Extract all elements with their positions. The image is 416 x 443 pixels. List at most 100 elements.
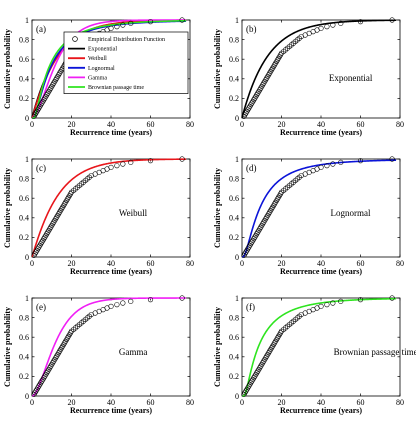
- y-tick-label: 0.4: [19, 353, 29, 362]
- panel-label: (a): [36, 24, 46, 34]
- empirical-point: [389, 17, 395, 23]
- empirical-point: [324, 302, 330, 308]
- empirical-point: [108, 303, 114, 309]
- y-tick-label: 0.4: [229, 353, 239, 362]
- legend-marker-empirical: [72, 36, 78, 42]
- x-axis-label: Recurrence time (years): [70, 128, 152, 137]
- plot-frame: [31, 297, 191, 397]
- x-axis-label: Recurrence time (years): [280, 406, 362, 415]
- x-tick-label: 80: [186, 398, 194, 407]
- y-tick-label: 1: [235, 294, 239, 303]
- chart-panel-f: 0 20 40 60 80 0 0.2 0.4 0.6 0.8 1 Recurrence time (…: [213, 294, 416, 415]
- series-line-bpt: [32, 19, 187, 119]
- y-tick-label: 0.2: [229, 372, 239, 381]
- series-line-exponential: [241, 19, 397, 119]
- y-tick-label: 0.4: [229, 214, 239, 223]
- x-tick-label: 40: [317, 259, 325, 268]
- empirical-point: [147, 19, 154, 25]
- y-tick-label: 0.2: [19, 372, 29, 381]
- panel-label: (e): [36, 302, 46, 312]
- x-tick-label: 40: [107, 120, 115, 129]
- empirical-point: [338, 20, 344, 26]
- chart-panel-b: 0 20 40 60 80 0 0.2 0.4 0.6 0.8 1 Recurrence time (…: [213, 16, 404, 137]
- x-tick-label: 60: [147, 120, 155, 129]
- empirical-point: [357, 19, 364, 25]
- panel-label: (d): [246, 163, 257, 173]
- empirical-point: [330, 22, 336, 28]
- empirical-point: [128, 159, 134, 165]
- empirical-point: [318, 164, 324, 170]
- y-axis-label: Cumulative probability: [213, 168, 222, 248]
- x-tick-label: 60: [357, 398, 365, 407]
- y-tick-label: 1: [25, 294, 29, 303]
- x-axis-label: Recurrence time (years): [280, 267, 362, 276]
- empirical-point: [324, 163, 330, 169]
- y-tick-label: 0.6: [229, 55, 239, 64]
- x-tick-label: 80: [396, 259, 404, 268]
- empirical-point: [114, 302, 120, 308]
- series-line-bpt: [242, 297, 397, 397]
- empirical-point: [120, 300, 126, 306]
- y-tick-label: 0.6: [19, 55, 29, 64]
- empirical-point: [120, 161, 126, 167]
- y-axis-label: Cumulative probability: [3, 29, 12, 109]
- y-tick-label: 0: [25, 392, 29, 401]
- series-line-gamma2: [31, 19, 187, 119]
- x-tick-label: 0: [30, 398, 34, 407]
- empirical-point: [330, 161, 336, 167]
- y-tick-label: 1: [25, 155, 29, 164]
- x-tick-label: 60: [147, 259, 155, 268]
- empirical-point: [147, 158, 154, 164]
- x-tick-label: 0: [240, 259, 244, 268]
- x-tick-label: 60: [147, 398, 155, 407]
- x-tick-label: 20: [278, 398, 286, 407]
- x-axis-label: Recurrence time (years): [70, 406, 152, 415]
- plot-frame: [31, 158, 191, 258]
- y-tick-label: 0.2: [229, 94, 239, 103]
- chart-panel-e: 0 20 40 60 80 0 0.2 0.4 0.6 0.8 1 Recurrence time (…: [3, 294, 194, 415]
- y-tick-label: 0.2: [19, 94, 29, 103]
- distribution-label: Exponential: [329, 73, 373, 83]
- x-axis-label: Recurrence time (years): [70, 267, 152, 276]
- y-tick-label: 0.2: [19, 233, 29, 242]
- y-tick-label: 0.6: [229, 333, 239, 342]
- panel-label: (b): [246, 24, 257, 34]
- legend-label-weibull: Weibull: [88, 56, 107, 62]
- x-tick-label: 0: [240, 120, 244, 129]
- empirical-point: [318, 25, 324, 31]
- panel-label: (c): [36, 163, 46, 173]
- y-tick-label: 1: [235, 155, 239, 164]
- y-tick-label: 0.4: [19, 214, 29, 223]
- y-axis-label: Cumulative probability: [213, 307, 222, 387]
- series-line-gamma2: [31, 297, 187, 397]
- y-tick-label: 0.4: [19, 75, 29, 84]
- empirical-point: [114, 24, 120, 30]
- y-tick-label: 0: [235, 114, 239, 123]
- x-tick-label: 80: [396, 398, 404, 407]
- y-axis-label: Cumulative probability: [213, 29, 222, 109]
- chart-panel-d: 0 20 40 60 80 0 0.2 0.4 0.6 0.8 1 Recurrence time (…: [213, 155, 404, 276]
- empirical-point: [338, 159, 344, 165]
- y-tick-label: 0.8: [19, 174, 29, 183]
- y-tick-label: 0.6: [229, 194, 239, 203]
- y-tick-label: 0.8: [229, 35, 239, 44]
- x-tick-label: 20: [68, 120, 76, 129]
- legend-label-bpt: Brownian passage time: [88, 85, 144, 91]
- empirical-point: [179, 156, 185, 162]
- empirical-point: [324, 24, 330, 30]
- x-tick-label: 20: [278, 259, 286, 268]
- y-axis-label: Cumulative probability: [3, 168, 12, 248]
- chart-panel-c: 0 20 40 60 80 0 0.2 0.4 0.6 0.8 1 Recurrence time (…: [3, 155, 194, 276]
- distribution-label: Weibull: [119, 208, 148, 218]
- x-tick-label: 60: [357, 120, 365, 129]
- y-tick-label: 1: [25, 16, 29, 25]
- legend-label-exponential: Exponential: [88, 47, 117, 53]
- x-tick-label: 60: [357, 259, 365, 268]
- y-tick-label: 0.4: [229, 75, 239, 84]
- x-tick-label: 20: [68, 398, 76, 407]
- empirical-point: [108, 164, 114, 170]
- x-tick-label: 40: [107, 398, 115, 407]
- panel-label: (f): [246, 302, 255, 312]
- plot-frame: [241, 19, 401, 119]
